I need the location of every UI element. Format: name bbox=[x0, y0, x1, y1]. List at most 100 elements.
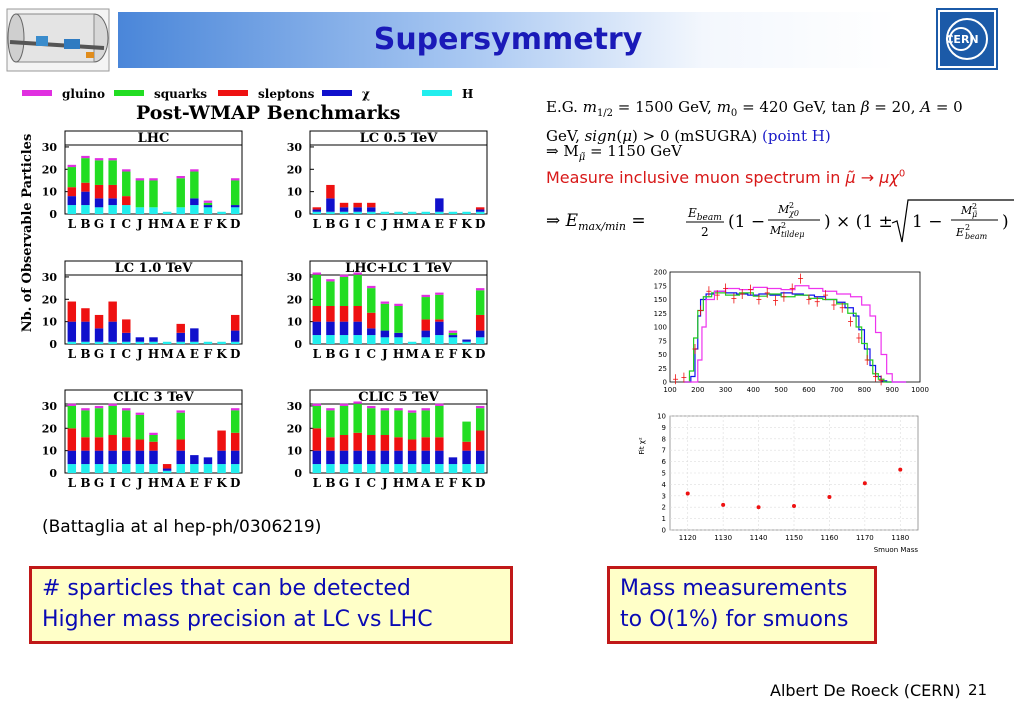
summary-box-left: # sparticles that can be detected Higher… bbox=[29, 566, 513, 644]
bar-H-E bbox=[190, 464, 199, 473]
x-tick-label: F bbox=[204, 347, 213, 361]
bar-gluino-A bbox=[176, 176, 185, 179]
bar-H-M bbox=[407, 211, 417, 214]
svg-text:tildeμ: tildeμ bbox=[781, 230, 804, 239]
bar-H-K bbox=[217, 464, 226, 473]
bar-sleptons-C bbox=[367, 312, 376, 329]
bar-H-J bbox=[135, 464, 145, 473]
y-tick-label: 0 bbox=[663, 379, 667, 387]
y-tick-label: 20 bbox=[287, 163, 303, 176]
svg-text:): ) bbox=[1002, 212, 1009, 232]
bar-χ-L bbox=[67, 450, 77, 465]
bar-sleptons-H bbox=[149, 441, 158, 451]
bar-H-C bbox=[122, 341, 131, 344]
x-tick-label: H bbox=[148, 347, 159, 361]
bar-squarks-B bbox=[326, 410, 335, 438]
bar-χ-I bbox=[353, 207, 362, 212]
bar-H-D bbox=[475, 211, 485, 214]
y-tick-label: 10 bbox=[287, 445, 303, 458]
bar-squarks-L bbox=[312, 274, 322, 306]
bar-gluino-E bbox=[435, 403, 444, 406]
bar-gluino-A bbox=[176, 410, 185, 413]
x-tick-label: 200 bbox=[691, 386, 704, 394]
y-tick-label: 30 bbox=[287, 400, 303, 413]
x-tick-label: I bbox=[110, 476, 116, 490]
x-tick-label: 1180 bbox=[891, 534, 909, 542]
bar-sleptons-I bbox=[108, 435, 117, 451]
x-tick-label: G bbox=[339, 476, 349, 490]
bar-χ-H bbox=[394, 332, 403, 338]
svg-text:2: 2 bbox=[965, 223, 970, 232]
x-tick-label: A bbox=[420, 347, 431, 361]
y-tick-label: 30 bbox=[42, 271, 58, 284]
bar-H-B bbox=[81, 205, 90, 214]
x-tick-label: D bbox=[475, 217, 485, 231]
bar-H-H bbox=[394, 464, 403, 473]
bar-χ-C bbox=[367, 450, 376, 465]
panel-title: LC 0.5 TeV bbox=[360, 131, 439, 146]
y-tick-label: 0 bbox=[49, 467, 57, 480]
bar-sleptons-I bbox=[353, 202, 362, 208]
bar-gluino-D bbox=[230, 408, 240, 411]
x-tick-label: F bbox=[449, 217, 458, 231]
bar-χ-F bbox=[448, 335, 458, 338]
bar-gluino-L bbox=[67, 403, 77, 406]
bar-squarks-L bbox=[67, 405, 77, 429]
bar-sleptons-I bbox=[108, 301, 117, 322]
bar-H-C bbox=[367, 464, 376, 473]
bar-squarks-E bbox=[435, 294, 444, 320]
bar-H-F bbox=[203, 207, 213, 214]
bar-H-G bbox=[94, 207, 104, 214]
bar-gluino-G bbox=[339, 403, 349, 406]
x-tick-label: K bbox=[216, 217, 227, 231]
x-tick-label: A bbox=[175, 217, 186, 231]
y-tick-label: 30 bbox=[42, 400, 58, 413]
bar-χ-E bbox=[190, 328, 199, 342]
bar-squarks-A bbox=[176, 178, 185, 208]
x-tick-label: C bbox=[121, 347, 131, 361]
y-tick-label: 10 bbox=[42, 316, 58, 329]
bar-squarks-I bbox=[353, 274, 362, 306]
bar-gluino-F bbox=[448, 330, 458, 333]
bar-χ-C bbox=[367, 207, 376, 212]
x-tick-label: I bbox=[110, 347, 116, 361]
bar-sleptons-B bbox=[81, 182, 90, 192]
bar-gluino-D bbox=[475, 405, 485, 409]
x-tick-label: K bbox=[461, 347, 472, 361]
chi2-point bbox=[827, 494, 832, 499]
x-tick-label: 700 bbox=[830, 386, 843, 394]
bar-sleptons-I bbox=[353, 306, 362, 322]
bar-gluino-G bbox=[339, 274, 349, 277]
x-tick-label: M bbox=[405, 217, 418, 231]
y-tick-label: 200 bbox=[654, 269, 667, 277]
bar-sleptons-J bbox=[380, 435, 390, 451]
bar-sleptons-A bbox=[421, 319, 430, 331]
summary-left-line1: # sparticles that can be detected bbox=[42, 576, 411, 601]
x-tick-label: H bbox=[393, 347, 404, 361]
bar-H-G bbox=[339, 211, 349, 214]
legend-label-4: H bbox=[462, 87, 473, 101]
y-tick-label: 10 bbox=[657, 413, 666, 421]
x-tick-label: L bbox=[68, 347, 77, 361]
bar-squarks-H bbox=[149, 180, 158, 208]
bar-squarks-B bbox=[81, 158, 90, 183]
bar-gluino-I bbox=[353, 401, 362, 404]
bar-sleptons-C bbox=[367, 435, 376, 451]
bar-gluino-J bbox=[135, 412, 145, 415]
bar-H-G bbox=[94, 341, 104, 344]
bar-gluino-G bbox=[94, 405, 104, 409]
bar-sleptons-L bbox=[312, 306, 322, 322]
bar-H-D bbox=[475, 337, 485, 344]
bar-H-C bbox=[122, 464, 131, 473]
bar-χ-C bbox=[122, 332, 131, 342]
x-tick-label: 1170 bbox=[856, 534, 874, 542]
cern-logo-icon: CERN bbox=[936, 8, 998, 70]
endpoint-formula: ⇒ Emax/min = Ebeam 2 (1 − M 2χ0 M 2tildeμ … bbox=[546, 199, 1014, 243]
bar-squarks-D bbox=[475, 408, 485, 431]
bar-squarks-I bbox=[353, 403, 362, 433]
bar-squarks-G bbox=[94, 408, 104, 438]
x-tick-label: M bbox=[160, 217, 173, 231]
chi2-point bbox=[685, 491, 690, 496]
measure-text: Measure inclusive muon spectrum in bbox=[546, 168, 841, 187]
bar-sleptons-M bbox=[162, 464, 172, 469]
